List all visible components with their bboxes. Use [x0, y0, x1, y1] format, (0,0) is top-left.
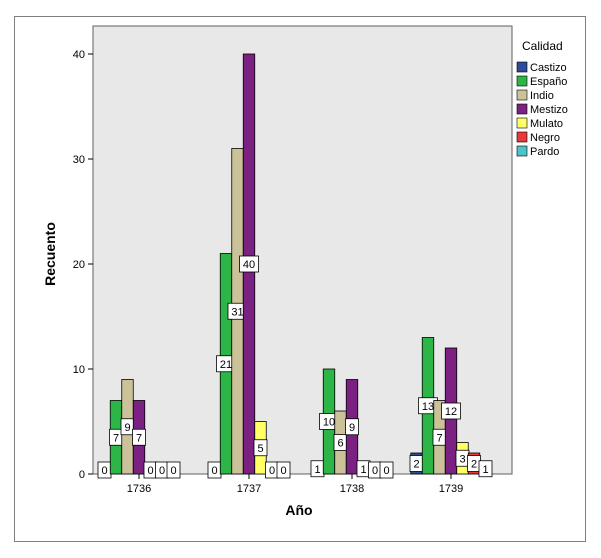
y-tick-label: 30: [73, 154, 85, 166]
y-tick-label: 40: [73, 49, 85, 61]
y-tick-label: 10: [73, 364, 85, 376]
data-label-box: [166, 461, 181, 479]
data-label: 40: [243, 259, 255, 271]
x-tick-label: 1736: [127, 483, 151, 495]
data-label: 0: [280, 465, 286, 477]
plot-area: [92, 25, 513, 475]
legend-swatch-pardo: [516, 145, 528, 157]
legend-label: Castizo: [530, 62, 567, 74]
legend-swatch-mestizo: [516, 103, 528, 115]
data-label: 0: [159, 465, 165, 477]
legend-label: Mulato: [530, 118, 563, 130]
data-label: 7: [113, 432, 119, 444]
data-label: 6: [337, 438, 343, 450]
data-label: 7: [436, 432, 442, 444]
legend-title: Calidad: [522, 39, 563, 53]
data-label: 7: [136, 432, 142, 444]
data-label: 2: [471, 459, 477, 471]
legend-swatch-indio: [516, 89, 528, 101]
data-label-box: [441, 402, 461, 420]
data-label: 12: [445, 406, 457, 418]
data-label-box: [239, 255, 259, 273]
y-axis: 0 10 20 30 40: [73, 49, 93, 481]
data-label: 2: [413, 459, 419, 471]
data-label: 31: [231, 306, 243, 318]
data-label: 21: [220, 359, 232, 371]
data-label-box: [276, 461, 291, 479]
legend-label: Españo: [530, 76, 567, 88]
legend-label: Mestizo: [530, 104, 568, 116]
chart-frame: [14, 16, 586, 542]
data-label: 0: [170, 465, 176, 477]
data-label: 1: [482, 464, 488, 476]
data-label: 1: [360, 464, 366, 476]
y-tick-label: 0: [79, 469, 85, 481]
legend-swatch-negro: [516, 131, 528, 143]
x-axis: 1736 1737 1738 1739: [127, 474, 463, 495]
data-label: 0: [147, 465, 153, 477]
data-label: 9: [124, 422, 130, 434]
y-axis-title: Recuento: [42, 222, 58, 286]
data-label: 0: [383, 465, 389, 477]
data-label: 9: [349, 422, 355, 434]
data-label-box: [253, 439, 268, 457]
data-label: 10: [323, 417, 335, 429]
x-tick-label: 1737: [237, 483, 261, 495]
data-label-box: [345, 418, 359, 436]
data-label: 0: [101, 465, 107, 477]
legend-swatch-españo: [516, 75, 528, 87]
data-label-box: [379, 461, 394, 479]
data-label: 0: [372, 465, 378, 477]
legend-label: Pardo: [530, 146, 559, 158]
data-label: 5: [257, 443, 263, 455]
data-label: 13: [422, 401, 434, 413]
data-label: 3: [459, 453, 465, 465]
legend-label: Negro: [530, 132, 560, 144]
legend-swatch-mulato: [516, 117, 528, 129]
x-tick-label: 1739: [439, 483, 463, 495]
data-label: 0: [269, 465, 275, 477]
data-label: 1: [314, 464, 320, 476]
data-label: 0: [211, 465, 217, 477]
data-label-box: [478, 460, 493, 478]
x-tick-label: 1738: [340, 483, 364, 495]
legend-label: Indio: [530, 90, 554, 102]
legend-swatch-castizo: [516, 61, 528, 73]
x-axis-title: Año: [285, 502, 312, 518]
legend: Calidad Castizo Españo Indio Mestizo Mulato N…: [516, 39, 568, 158]
data-label-box: [132, 428, 146, 446]
y-tick-label: 20: [73, 259, 85, 271]
